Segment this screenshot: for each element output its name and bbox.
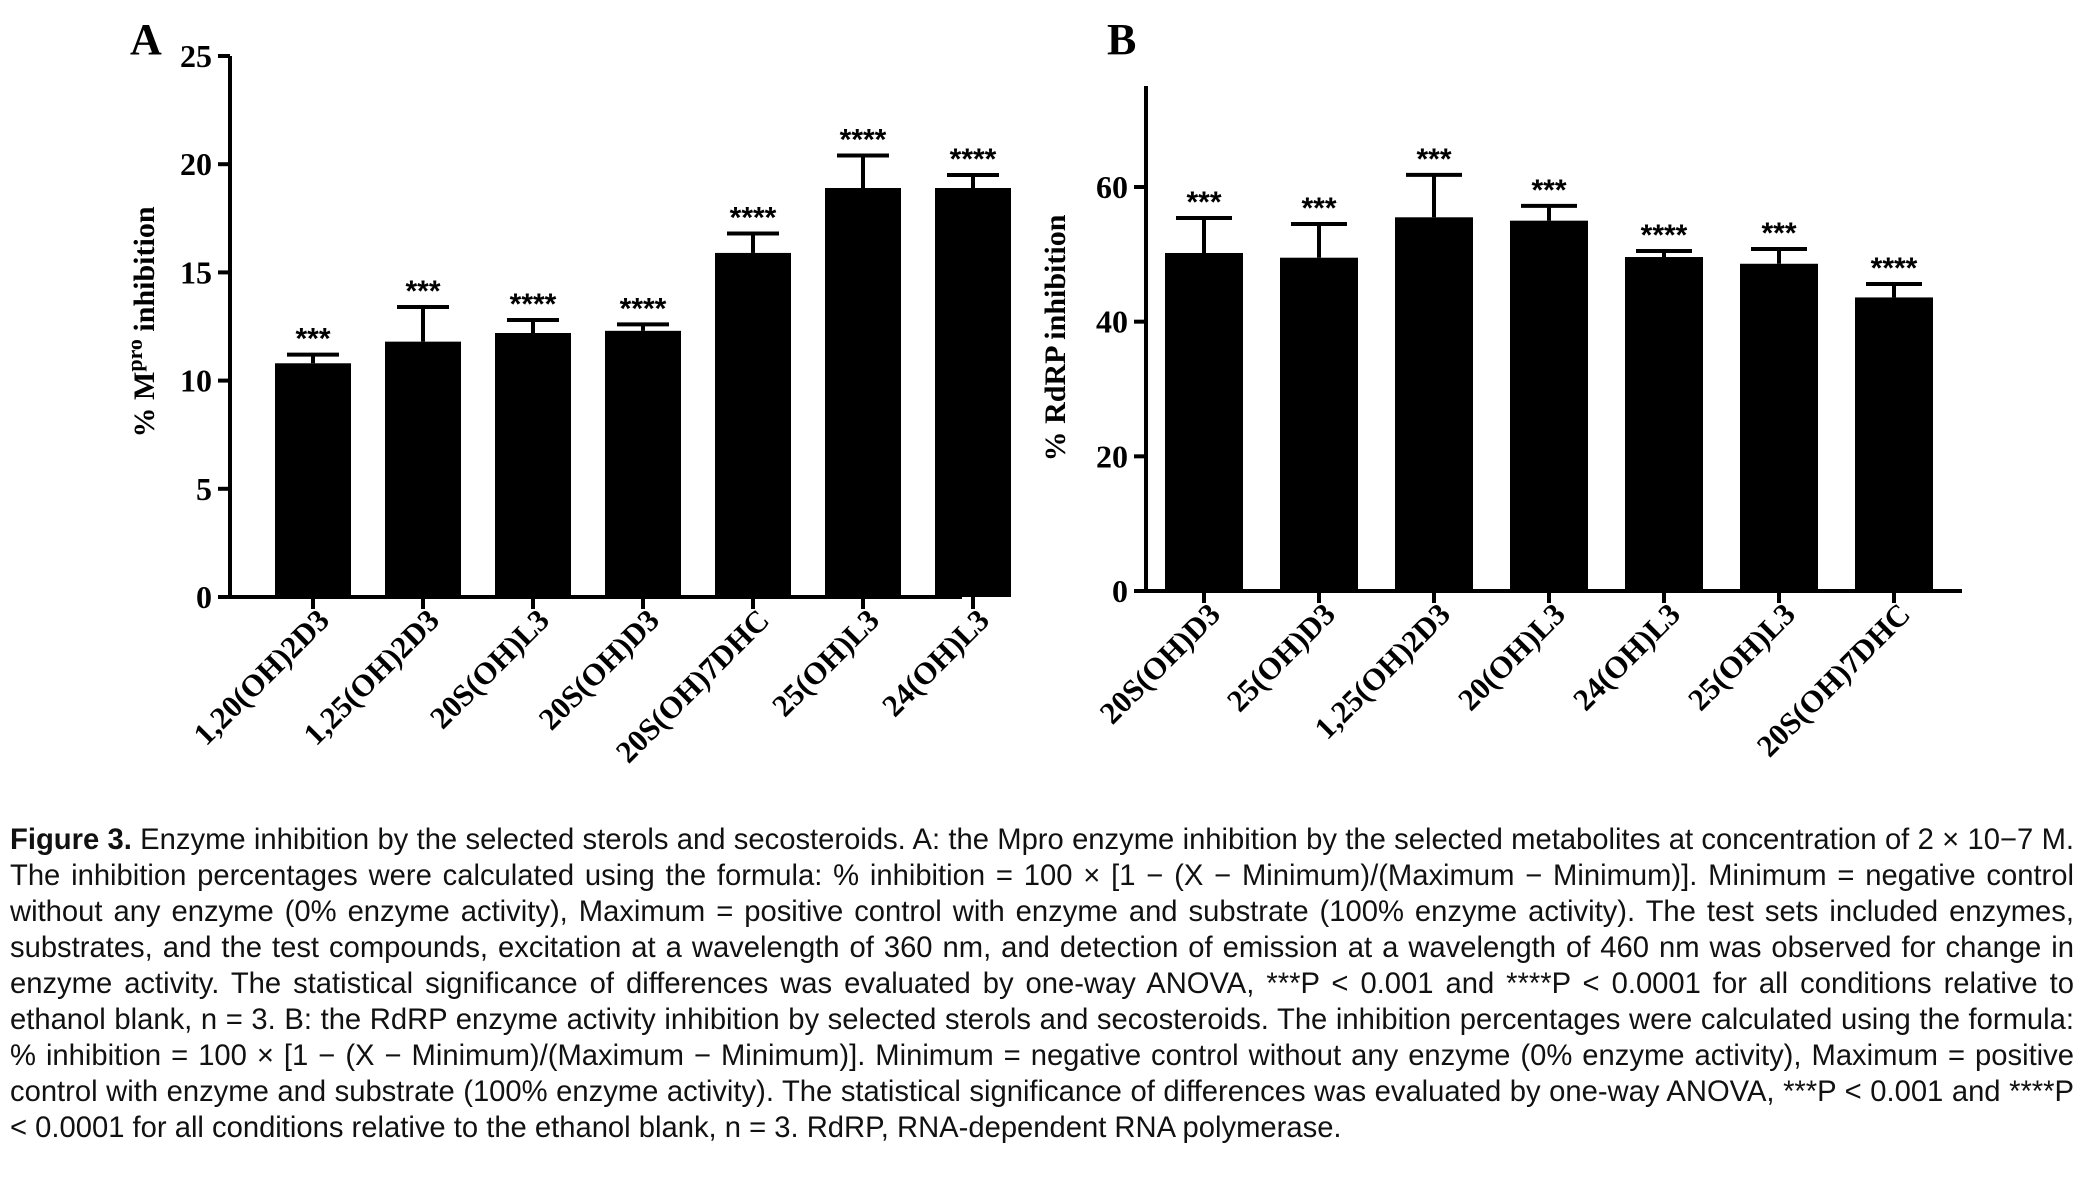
significance-label: *** (405, 275, 440, 308)
x-category-label: 20(OH)L3 (1451, 596, 1572, 717)
y-tick-label: 20 (1096, 438, 1128, 474)
y-tick-label: 60 (1096, 169, 1128, 205)
y-tick-label: 40 (1096, 304, 1128, 340)
bar (605, 330, 681, 597)
bar (1510, 220, 1588, 591)
significance-label: *** (295, 323, 330, 356)
panel-label: B (1107, 15, 1136, 64)
panel-label: A (130, 15, 162, 64)
caption-text: Enzyme inhibition by the selected sterol… (10, 824, 2075, 1144)
bar (385, 341, 461, 597)
significance-label: *** (1761, 217, 1796, 250)
x-category-label: 20S(OH)D3 (1093, 596, 1227, 730)
y-axis-label: % RdRP inhibition (1039, 214, 1072, 461)
chart-panel-b: B 0 20 40 60 % RdRP inhibition *** 20S(OH)D3 ***… (1039, 15, 1962, 763)
bar (1625, 257, 1703, 591)
significance-label: **** (510, 288, 557, 321)
bar (275, 363, 351, 597)
bar (495, 332, 571, 597)
significance-label: *** (1531, 174, 1566, 207)
significance-label: **** (620, 292, 667, 325)
y-tick-label: 0 (1112, 573, 1128, 609)
figure-caption: Figure 3. Enzyme inhibition by the selec… (10, 822, 2074, 1146)
y-axis-label: % Mpro inhibition (122, 206, 162, 437)
x-category-label: 24(OH)L3 (1566, 596, 1687, 717)
y-tick-label: 15 (180, 254, 212, 290)
y-tick-label: 25 (180, 38, 212, 74)
bar (825, 188, 901, 597)
bar (935, 188, 1011, 597)
x-category-label: 25(OH)D3 (1220, 596, 1342, 718)
caption-label: Figure 3. (10, 824, 132, 856)
significance-label: *** (1186, 186, 1221, 219)
significance-label: **** (1641, 219, 1688, 252)
x-category-label: 25(OH)L3 (1681, 596, 1802, 717)
significance-label: *** (1416, 143, 1451, 176)
significance-label: **** (950, 143, 997, 176)
y-tick-label: 0 (196, 579, 212, 615)
bar (1280, 257, 1358, 591)
significance-label: **** (1871, 252, 1918, 285)
y-tick-label: 10 (180, 363, 212, 399)
bar (715, 252, 791, 597)
significance-label: **** (730, 201, 777, 234)
y-tick-label: 20 (180, 146, 212, 182)
bar (1395, 217, 1473, 592)
bar (1855, 297, 1933, 591)
x-category-label: 24(OH)L3 (875, 602, 996, 723)
bar (1740, 263, 1818, 591)
x-category-label: 25(OH)L3 (765, 602, 886, 723)
bar (1165, 252, 1243, 591)
significance-label: *** (1301, 192, 1336, 225)
significance-label: **** (840, 124, 887, 157)
y-tick-label: 5 (196, 471, 212, 507)
